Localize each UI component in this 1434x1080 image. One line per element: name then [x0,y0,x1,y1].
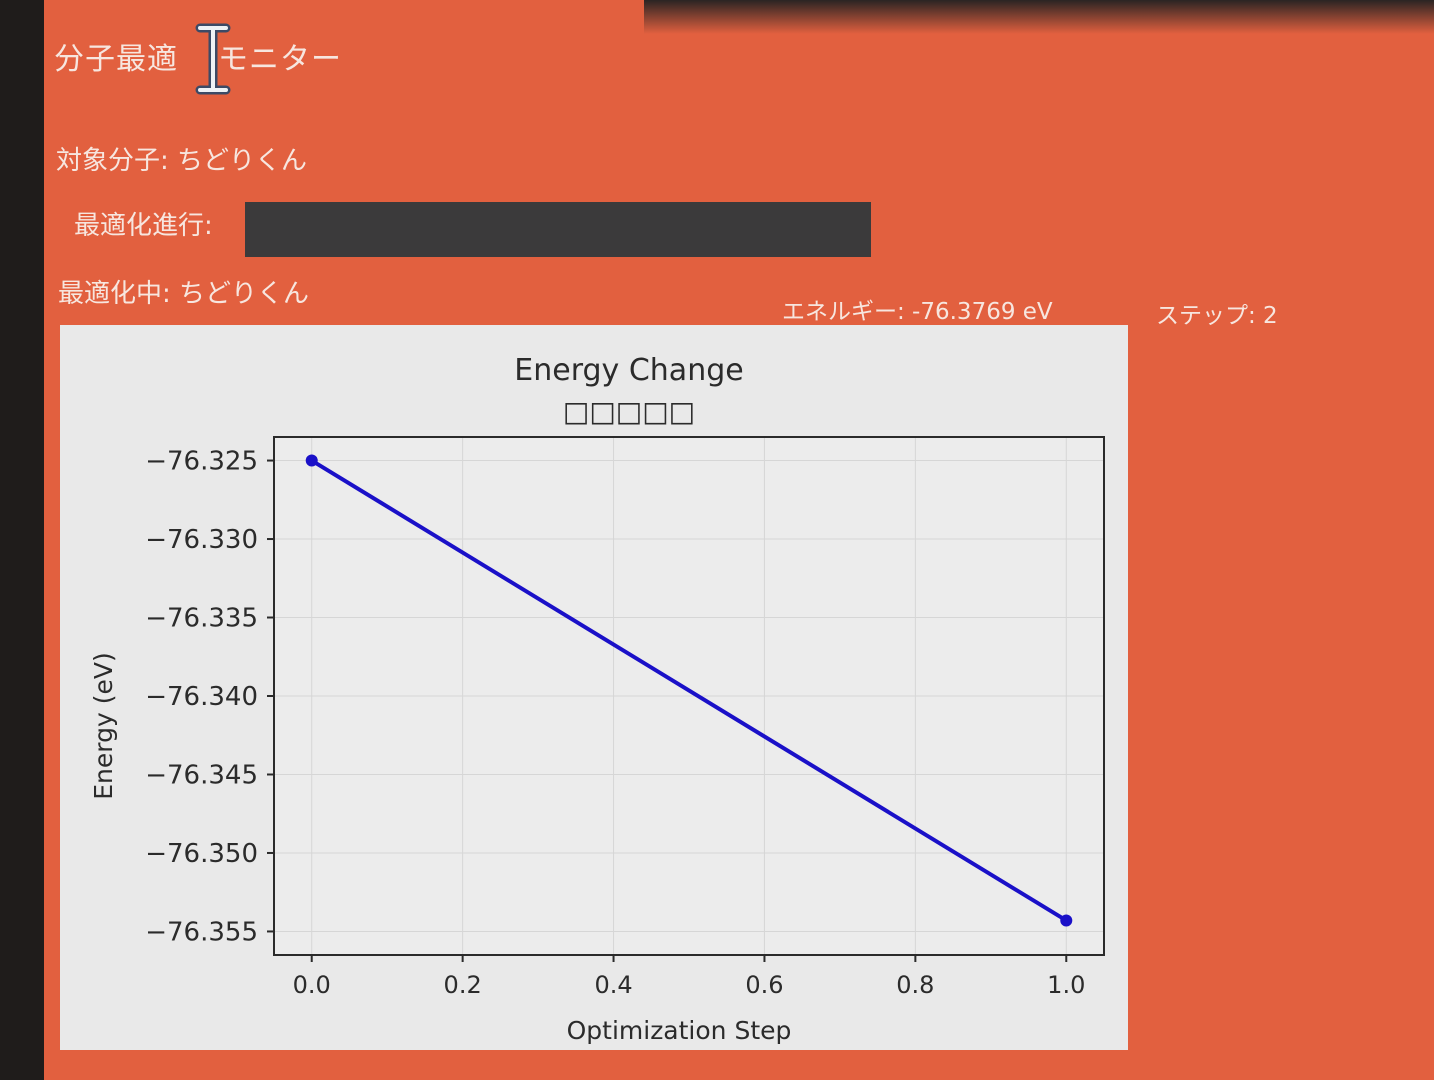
y-axis-label: Energy (eV) [89,652,118,799]
energy-data-point [305,454,318,467]
y-tick-label: −76.330 [145,525,258,555]
app-title-left: 分子最適 [54,42,178,77]
status-label: 最適化中: [58,279,171,309]
monitor-bezel [644,0,1434,34]
status-row: 最適化中: ちどりくん [58,273,309,310]
chart-title: Energy Change [514,353,743,388]
energy-chart: 0.0 0.2 0.4 0.6 0.8 1.0 −76.325 −76.330 −76.335 −… [89,353,1105,1045]
energy-data-point [1060,914,1073,927]
energy-chart-panel: 0.0 0.2 0.4 0.6 0.8 1.0 −76.325 −76.330 −76.335 −… [60,325,1128,1050]
x-axis-label: Optimization Step [567,1016,792,1045]
step-readout: ステップ: 2 [1156,303,1278,329]
x-tick-label: 0.2 [444,971,482,999]
x-tick-label: 0.6 [745,971,783,999]
target-molecule: ちどりくん [177,146,308,176]
y-tick-label: −76.335 [145,604,258,634]
x-tick-label: 0.0 [293,971,331,999]
text-cursor-ibeam-icon [195,23,231,95]
y-tick-label: −76.325 [145,447,258,477]
app-window: 分子最適 モニター 対象分子: ちどりくん 最適化進行: 最適化中: ちどりくん … [44,0,1434,1080]
progress-bar [245,202,871,257]
x-tick-label: 1.0 [1047,971,1085,999]
chart-subtitle: □□□□□ [563,395,695,428]
energy-readout: エネルギー: -76.3769 eV [782,299,1053,325]
y-tick-label: −76.355 [145,917,258,947]
progress-label: 最適化進行: [74,211,213,241]
y-tick-label: −76.345 [145,760,258,790]
target-label: 対象分子: [56,146,169,176]
energy-series-line [310,458,1068,923]
x-tick-label: 0.8 [896,971,934,999]
app-title-right: モニター [218,42,342,77]
progress-bar-fill [245,202,871,257]
target-molecule-row: 対象分子: ちどりくん [56,140,307,177]
app-title: 分子最適 モニター [54,34,342,78]
y-tick-label: −76.340 [145,682,258,712]
x-tick-label: 0.4 [594,971,632,999]
status-molecule: ちどりくん [179,279,310,309]
y-tick-label: −76.350 [145,839,258,869]
